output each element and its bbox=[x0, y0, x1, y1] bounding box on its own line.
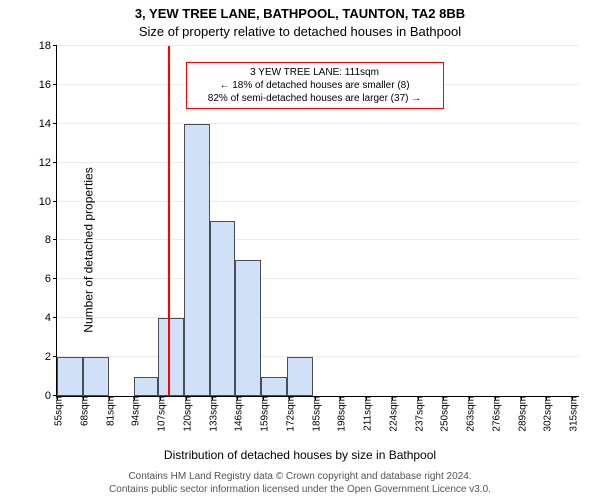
x-tick-label: 289sqm bbox=[513, 396, 528, 432]
y-grid-line bbox=[57, 45, 579, 46]
y-tick-label: 6 bbox=[45, 273, 57, 285]
y-tick-label: 18 bbox=[39, 40, 57, 52]
chart-title-line1: 3, YEW TREE LANE, BATHPOOL, TAUNTON, TA2… bbox=[0, 6, 600, 21]
x-tick-label: 81sqm bbox=[101, 396, 116, 426]
annotation-box: 3 YEW TREE LANE: 111sqm← 18% of detached… bbox=[186, 62, 444, 109]
x-tick-label: 211sqm bbox=[359, 396, 374, 431]
x-tick-label: 172sqm bbox=[281, 396, 296, 432]
x-tick-label: 159sqm bbox=[256, 396, 271, 432]
y-grid-line bbox=[57, 356, 579, 357]
y-tick-label: 2 bbox=[45, 351, 57, 363]
annotation-line: 82% of semi-detached houses are larger (… bbox=[193, 92, 437, 105]
x-axis-label: Distribution of detached houses by size … bbox=[0, 448, 600, 462]
histogram-bar bbox=[210, 221, 236, 396]
x-tick-label: 68sqm bbox=[75, 396, 90, 426]
x-tick-label: 185sqm bbox=[307, 396, 322, 432]
x-tick-label: 276sqm bbox=[487, 396, 502, 432]
y-grid-line bbox=[57, 317, 579, 318]
y-tick-label: 14 bbox=[39, 118, 57, 130]
histogram-bar bbox=[57, 357, 83, 396]
x-tick-label: 133sqm bbox=[204, 396, 219, 432]
footer-attribution: Contains HM Land Registry data © Crown c… bbox=[8, 471, 592, 496]
chart-container: 3, YEW TREE LANE, BATHPOOL, TAUNTON, TA2… bbox=[0, 0, 600, 500]
chart-title-line2: Size of property relative to detached ho… bbox=[0, 24, 600, 39]
annotation-line: ← 18% of detached houses are smaller (8) bbox=[193, 79, 437, 92]
x-tick-label: 120sqm bbox=[178, 396, 193, 432]
x-tick-label: 302sqm bbox=[539, 396, 554, 432]
histogram-bar bbox=[158, 318, 184, 396]
histogram-bar bbox=[261, 377, 287, 396]
y-grid-line bbox=[57, 239, 579, 240]
reference-line bbox=[168, 46, 170, 396]
histogram-bar bbox=[235, 260, 261, 396]
y-grid-line bbox=[57, 162, 579, 163]
y-grid-line bbox=[57, 278, 579, 279]
footer-line2: Contains public sector information licen… bbox=[109, 484, 491, 495]
x-tick-label: 315sqm bbox=[565, 396, 580, 432]
histogram-bar bbox=[83, 357, 109, 396]
x-tick-label: 250sqm bbox=[436, 396, 451, 432]
histogram-bar bbox=[184, 124, 210, 396]
x-tick-label: 55sqm bbox=[50, 396, 65, 426]
y-tick-label: 4 bbox=[45, 312, 57, 324]
x-tick-label: 146sqm bbox=[230, 396, 245, 432]
histogram-bar bbox=[134, 377, 158, 396]
x-tick-label: 263sqm bbox=[462, 396, 477, 432]
x-tick-label: 237sqm bbox=[410, 396, 425, 432]
x-tick-label: 107sqm bbox=[153, 396, 168, 432]
y-grid-line bbox=[57, 123, 579, 124]
annotation-line: 3 YEW TREE LANE: 111sqm bbox=[193, 66, 437, 79]
plot-area: 02468101214161855sqm68sqm81sqm94sqm107sq… bbox=[56, 46, 579, 397]
y-tick-label: 8 bbox=[45, 234, 57, 246]
y-tick-label: 16 bbox=[39, 79, 57, 91]
x-tick-label: 198sqm bbox=[333, 396, 348, 432]
y-tick-label: 12 bbox=[39, 157, 57, 169]
x-tick-label: 94sqm bbox=[127, 396, 142, 426]
footer-line1: Contains HM Land Registry data © Crown c… bbox=[128, 471, 471, 482]
x-tick-label: 224sqm bbox=[384, 396, 399, 432]
histogram-bar bbox=[287, 357, 313, 396]
y-tick-label: 10 bbox=[39, 196, 57, 208]
y-grid-line bbox=[57, 201, 579, 202]
